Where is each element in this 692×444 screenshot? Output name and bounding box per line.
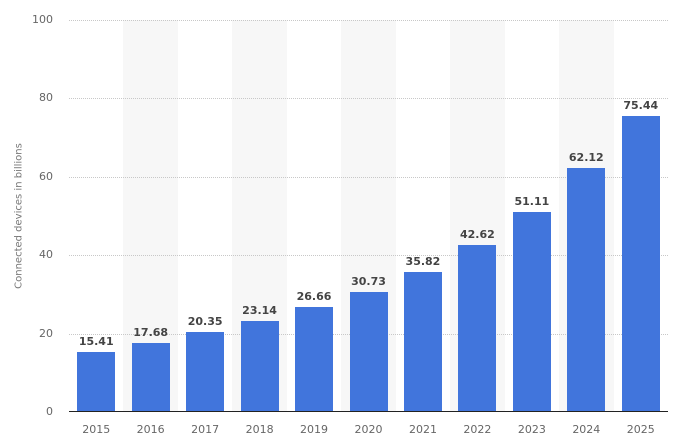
x-axis-line (69, 411, 668, 412)
x-tick-label: 2015 (82, 423, 111, 436)
bar-2016[interactable] (131, 342, 170, 412)
x-tick-label: 2016 (136, 423, 165, 436)
data-label: 51.11 (514, 194, 550, 208)
data-label: 42.62 (460, 227, 495, 241)
data-label: 15.41 (78, 334, 114, 348)
bar-2025[interactable] (621, 116, 660, 412)
bar-2024[interactable] (567, 168, 606, 412)
x-tick-label: 2022 (463, 423, 492, 436)
gridline (69, 255, 668, 257)
x-tick-label: 2023 (517, 423, 546, 436)
bar-2021[interactable] (403, 271, 442, 412)
x-tick-label: 2020 (354, 423, 383, 436)
y-tick-label: 40 (39, 248, 53, 262)
x-tick-label: 2024 (572, 423, 601, 436)
y-tick-label: 80 (39, 91, 53, 105)
data-label: 30.73 (351, 274, 386, 288)
y-tick-label: 60 (39, 169, 53, 183)
x-tick-label: 2017 (191, 423, 220, 436)
data-label: 75.44 (623, 99, 659, 113)
bar-2022[interactable] (458, 244, 497, 412)
y-tick-label: 20 (39, 326, 53, 340)
x-tick-label: 2018 (245, 423, 274, 436)
x-tick-label: 2021 (408, 423, 437, 436)
x-tick-label: 2019 (300, 423, 329, 436)
y-tick-label: 0 (46, 405, 53, 418)
data-label: 62.12 (568, 151, 604, 165)
data-label: 17.68 (133, 325, 169, 339)
bar-2023[interactable] (512, 211, 551, 412)
data-label: 26.66 (296, 290, 332, 304)
bar-2018[interactable] (240, 321, 279, 412)
gridline (69, 176, 668, 178)
bar-2020[interactable] (349, 291, 388, 412)
gridline (69, 20, 668, 21)
bar-2015[interactable] (77, 351, 116, 412)
bar-2017[interactable] (186, 332, 225, 412)
y-tick-label: 100 (32, 13, 53, 26)
data-label: 23.14 (242, 304, 277, 318)
gridline (69, 98, 668, 100)
data-label: 20.35 (187, 315, 223, 329)
data-label: 35.82 (405, 254, 441, 268)
y-axis-label: Connected devices in billions (13, 143, 25, 289)
bar-2019[interactable] (295, 307, 334, 412)
x-tick-label: 2025 (626, 423, 655, 436)
